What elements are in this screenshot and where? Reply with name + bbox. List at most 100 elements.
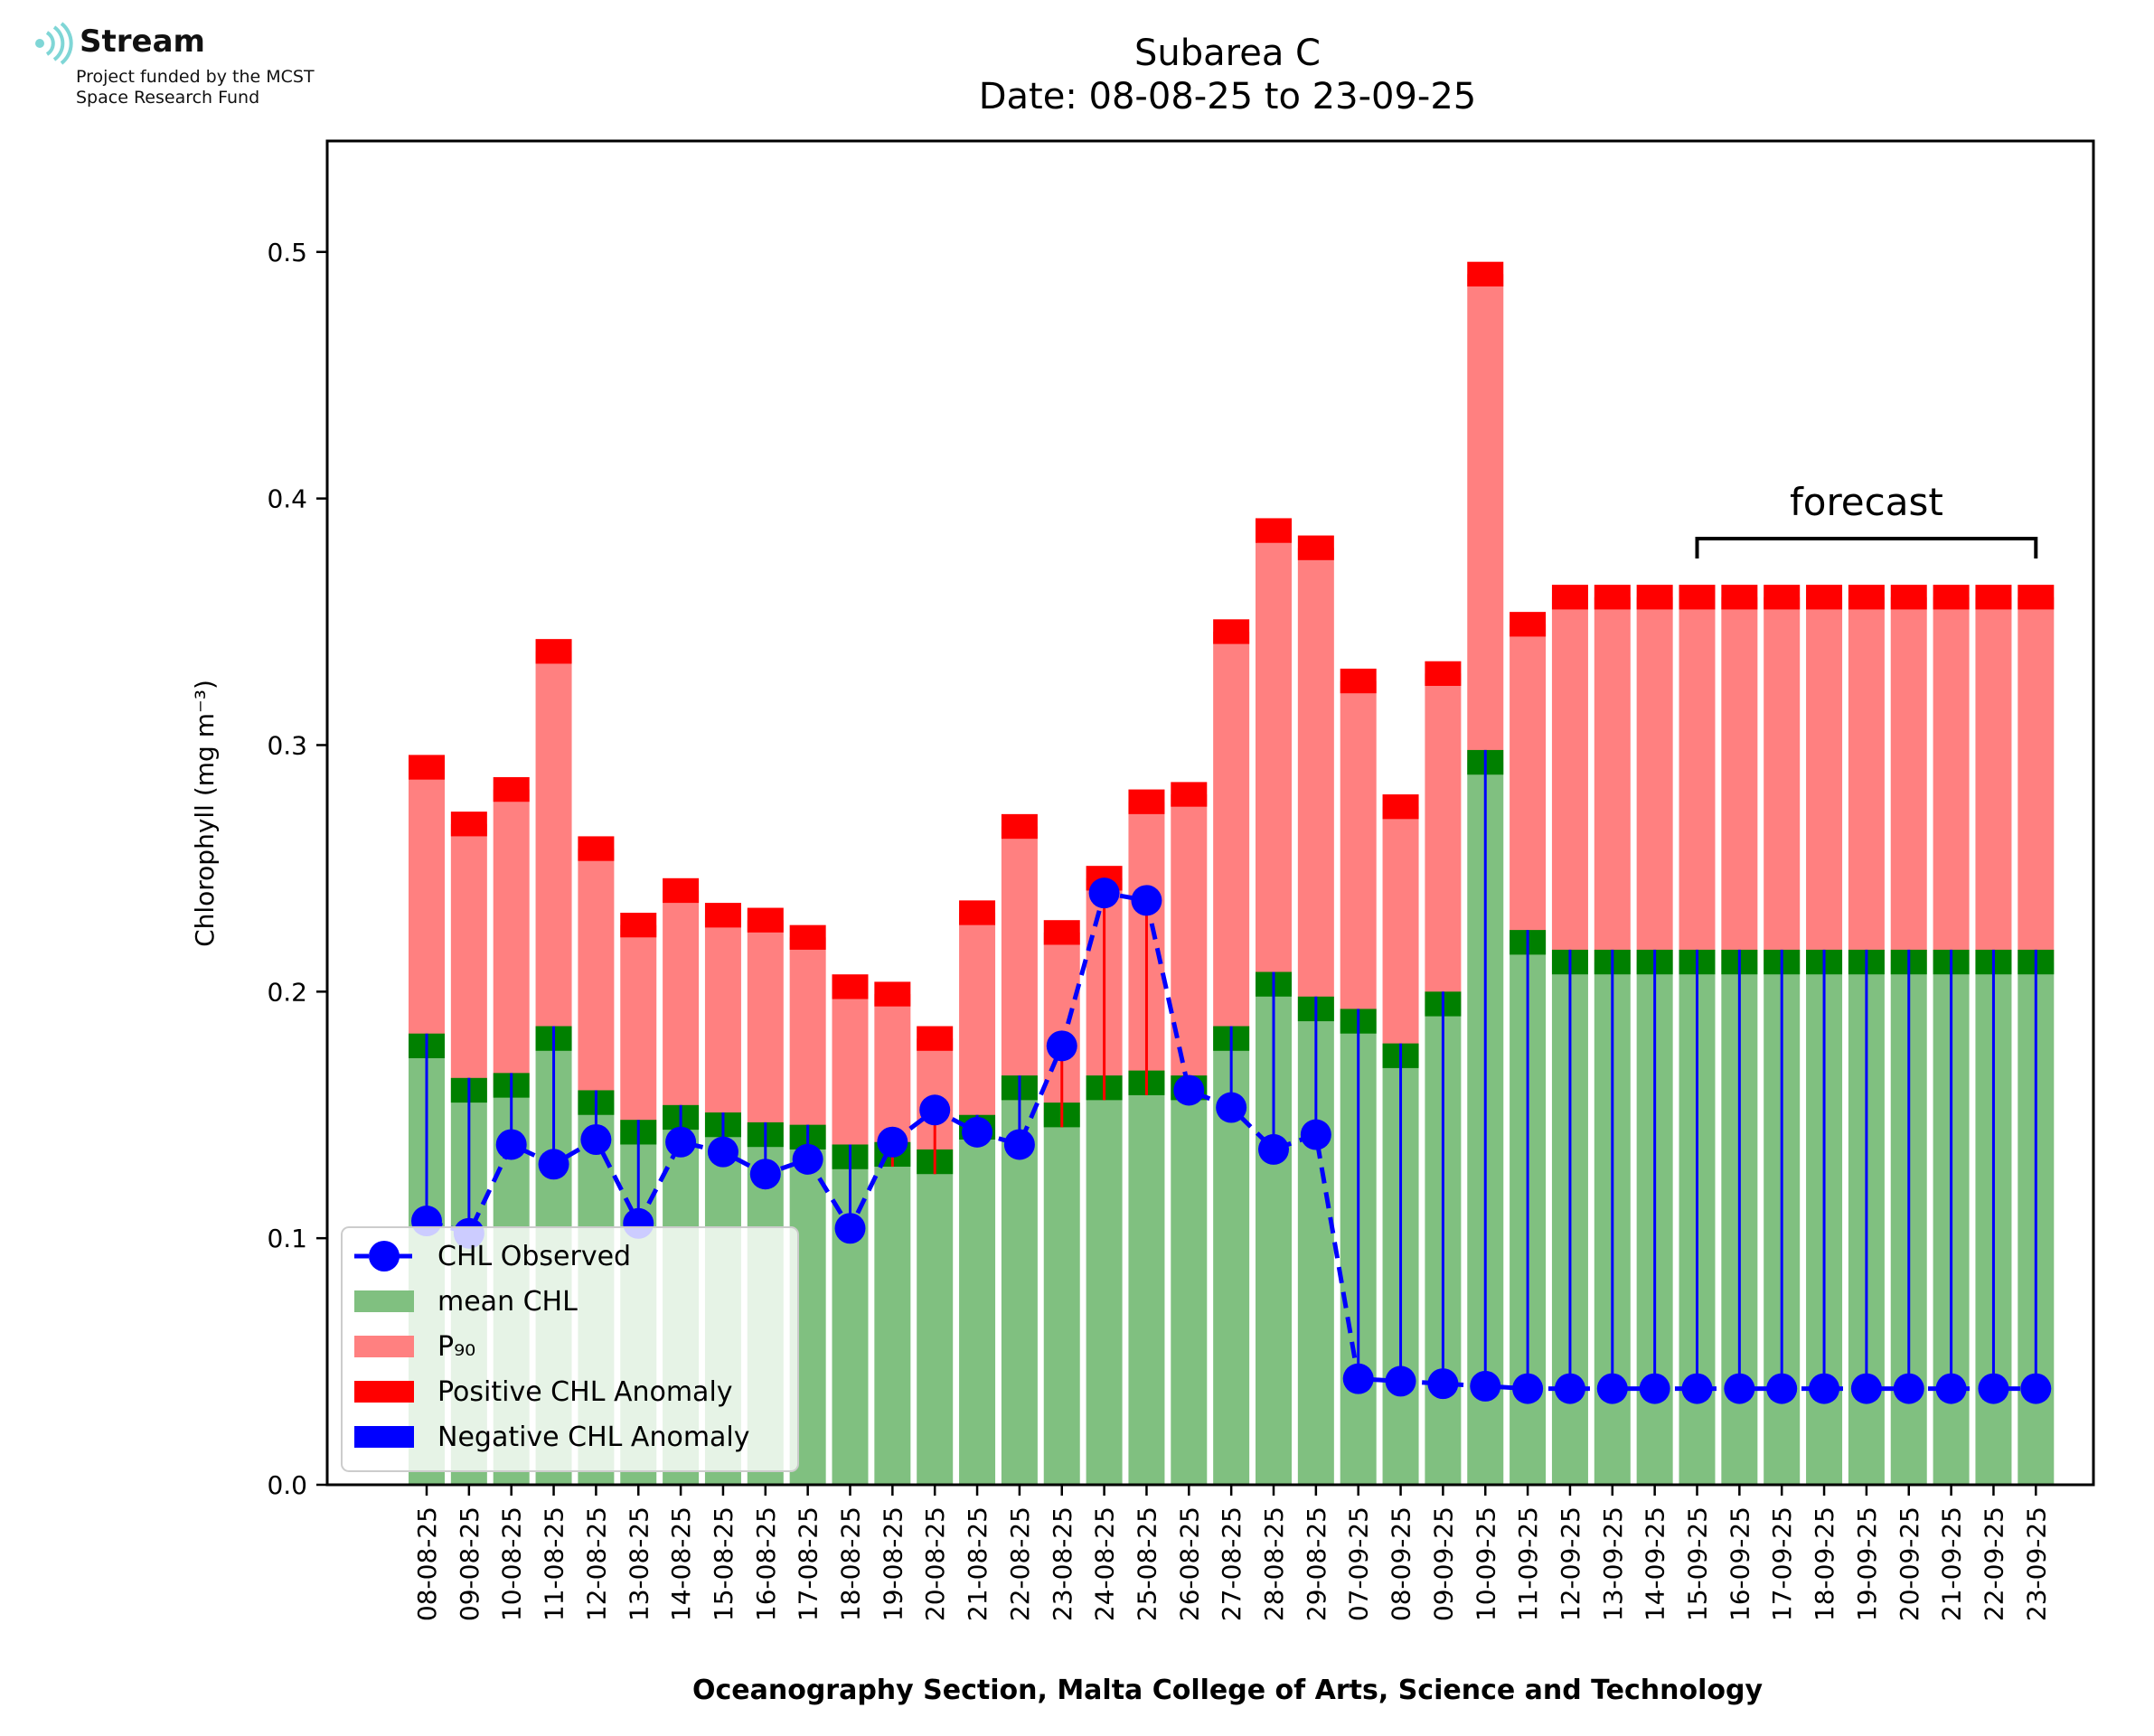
- p90-bar: [1806, 596, 1843, 962]
- observed-point: [707, 1136, 738, 1168]
- p90-band: [1679, 585, 1716, 610]
- p90-bar: [1213, 631, 1250, 1039]
- mean-bar: [1171, 1087, 1208, 1485]
- legend-label: CHL Observed: [437, 1241, 631, 1272]
- x-tick-label: 22-09-25: [1979, 1506, 2008, 1621]
- observed-point: [1216, 1092, 1247, 1123]
- x-tick-label: 26-08-25: [1174, 1506, 1204, 1621]
- mean-bar: [959, 1127, 996, 1485]
- p90-bar: [1425, 673, 1462, 1004]
- legend-marker-swatch: [369, 1241, 400, 1272]
- mean-bar: [1086, 1087, 1123, 1485]
- p90-bar: [1721, 596, 1758, 962]
- p90-bar: [1890, 596, 1927, 962]
- x-tick-label: 23-09-25: [2021, 1506, 2051, 1621]
- y-tick-label: 0.2: [267, 977, 307, 1007]
- observed-point: [1131, 885, 1162, 916]
- p90-bar: [2018, 596, 2055, 962]
- p90-bar: [1510, 624, 1547, 943]
- legend-label: P₉₀: [437, 1331, 475, 1363]
- x-tick-label: 18-08-25: [836, 1506, 866, 1621]
- p90-band: [959, 900, 996, 925]
- p90-band: [1297, 535, 1334, 560]
- observed-point: [1850, 1373, 1882, 1404]
- logo-funding-line-1: Project funded by the MCST: [76, 67, 315, 87]
- x-tick-label: 16-09-25: [1725, 1506, 1754, 1621]
- p90-band: [1001, 813, 1038, 840]
- p90-bar: [620, 924, 657, 1132]
- p90-band: [1848, 585, 1885, 610]
- forecast-label: forecast: [1790, 480, 1943, 524]
- x-axis-label: Oceanography Section, Malta College of A…: [692, 1675, 1764, 1706]
- x-tick-label: 11-08-25: [540, 1506, 569, 1621]
- p90-bar: [704, 915, 741, 1125]
- p90-bar: [450, 823, 487, 1091]
- p90-band: [1467, 261, 1504, 286]
- observed-point: [580, 1124, 612, 1156]
- p90-band: [1975, 585, 2012, 610]
- mean-bar: [1128, 1083, 1165, 1485]
- observed-point: [1088, 877, 1120, 909]
- observed-point: [1766, 1373, 1798, 1404]
- x-tick-label: 08-08-25: [412, 1506, 442, 1621]
- observed-point: [1596, 1373, 1628, 1404]
- plot-frame: [325, 139, 2095, 1487]
- p90-band: [1213, 619, 1250, 644]
- p90-bar: [1340, 680, 1377, 1022]
- bars-layer: [409, 261, 2055, 1485]
- legend-patch-swatch: [354, 1426, 414, 1448]
- observed-point: [1427, 1368, 1459, 1400]
- x-tick-label: 18-09-25: [1810, 1506, 1839, 1621]
- y-tick-label: 0.0: [267, 1470, 307, 1500]
- legend-patch-swatch: [354, 1290, 414, 1312]
- observed-point: [919, 1094, 951, 1126]
- p90-band: [1721, 585, 1758, 610]
- x-tick-label: 15-08-25: [709, 1506, 738, 1621]
- p90-bar: [1848, 596, 1885, 962]
- observed-point: [1809, 1373, 1840, 1404]
- observed-point: [1173, 1074, 1205, 1106]
- p90-bar: [1764, 596, 1801, 962]
- legend-box: [341, 1226, 799, 1472]
- x-tick-label: 24-08-25: [1090, 1506, 1120, 1621]
- p90-bar: [959, 913, 996, 1128]
- y-axis-label: Chlorophyll (mg m⁻³): [190, 680, 220, 947]
- p90-band: [1933, 585, 1970, 610]
- p90-bar: [1467, 274, 1504, 763]
- x-tick-label: 14-08-25: [666, 1506, 696, 1621]
- p90-band: [1171, 782, 1208, 807]
- p90-bar: [1679, 596, 1716, 962]
- x-tick-label: 12-08-25: [581, 1506, 611, 1621]
- observed-point: [1554, 1373, 1585, 1404]
- observed-point: [1342, 1363, 1374, 1394]
- p90-band: [620, 913, 657, 938]
- p90-bar: [1594, 596, 1631, 962]
- p90-bar: [663, 890, 700, 1118]
- x-tick-label: 28-08-25: [1259, 1506, 1289, 1621]
- observed-point: [1978, 1373, 2009, 1404]
- mean-bar: [874, 1154, 911, 1485]
- p90-band: [1510, 612, 1547, 637]
- forecast-bracket: [1695, 537, 2038, 558]
- p90-band: [1043, 920, 1080, 945]
- legend: CHL Observed mean CHL P₉₀ Positive CHL Anom…: [341, 1226, 799, 1472]
- observed-point: [792, 1143, 823, 1175]
- p90-bar: [1636, 596, 1673, 962]
- x-tick-label: 13-08-25: [624, 1506, 654, 1621]
- y-tick-label: 0.5: [267, 238, 307, 267]
- p90-bar: [832, 986, 869, 1158]
- anomaly-stems-layer: [425, 749, 2037, 1389]
- x-tick-label: 20-09-25: [1895, 1506, 1924, 1621]
- forecast-annotation: forecast: [1695, 480, 2038, 558]
- p90-bar: [789, 937, 826, 1138]
- mean-bar: [1043, 1114, 1080, 1485]
- observed-point: [877, 1126, 908, 1158]
- observed-point: [538, 1149, 569, 1180]
- x-tick-label: 11-09-25: [1513, 1506, 1543, 1621]
- p90-band: [917, 1026, 954, 1051]
- p90-bar: [1975, 596, 2012, 962]
- observed-point: [2020, 1373, 2052, 1404]
- x-tick-label: 19-08-25: [878, 1506, 908, 1621]
- observed-point: [1681, 1373, 1713, 1404]
- p90-band: [747, 907, 784, 933]
